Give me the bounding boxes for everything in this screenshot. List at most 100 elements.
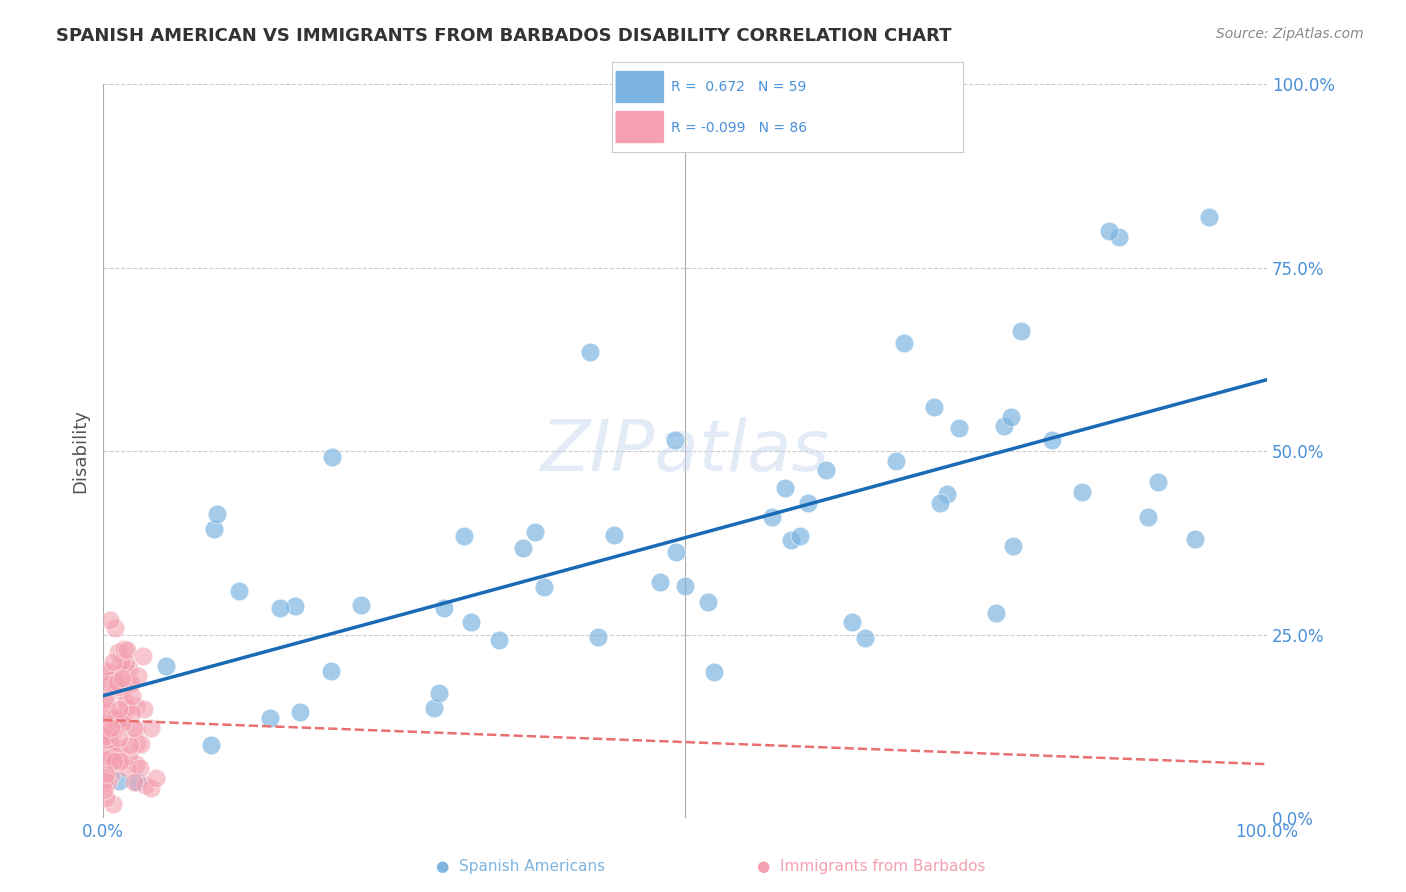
Point: [200, 738, 222, 752]
Point: [110, 754, 132, 768]
Text: SPANISH AMERICAN VS IMMIGRANTS FROM BARBADOS DISABILITY CORRELATION CHART: SPANISH AMERICAN VS IMMIGRANTS FROM BARB…: [56, 27, 952, 45]
Point: [101, 747, 124, 761]
Point: [103, 723, 125, 737]
Point: [94, 766, 117, 780]
Point: [97, 728, 120, 742]
Point: [100, 721, 122, 735]
Point: [122, 721, 145, 735]
Point: [96, 791, 118, 805]
Point: [984, 606, 1007, 620]
Point: [853, 631, 876, 645]
FancyBboxPatch shape: [616, 70, 665, 103]
Point: [100, 768, 122, 782]
Point: [935, 487, 957, 501]
Point: [922, 400, 945, 414]
Point: [108, 773, 131, 788]
Point: [269, 600, 291, 615]
Point: [321, 450, 343, 464]
Point: [697, 595, 720, 609]
Point: [433, 601, 456, 615]
Point: [1108, 229, 1130, 244]
Point: [121, 706, 143, 721]
Point: [110, 683, 132, 698]
Point: [523, 525, 546, 540]
Point: [125, 736, 148, 750]
Point: [115, 699, 138, 714]
Point: [1146, 475, 1168, 489]
Point: [120, 738, 142, 752]
Point: [1098, 224, 1121, 238]
Point: [125, 756, 148, 771]
Point: [111, 716, 134, 731]
Point: [115, 761, 138, 775]
Point: [648, 575, 671, 590]
Point: [1070, 485, 1092, 500]
Point: [205, 507, 228, 521]
Point: [284, 599, 307, 613]
Point: [127, 668, 149, 682]
Point: [773, 481, 796, 495]
Point: [107, 712, 129, 726]
Point: [586, 630, 609, 644]
Point: [460, 615, 482, 629]
Point: [111, 672, 134, 686]
Point: [98, 673, 121, 687]
Point: [1000, 410, 1022, 425]
Point: [118, 662, 141, 676]
Point: [105, 674, 128, 689]
Point: [128, 761, 150, 775]
Point: [533, 580, 555, 594]
Point: [122, 774, 145, 789]
Point: [1198, 210, 1220, 224]
Point: [97, 677, 120, 691]
Point: [93, 774, 115, 789]
Point: [886, 453, 908, 467]
Point: [288, 705, 311, 719]
Point: [118, 749, 141, 764]
Point: [1040, 434, 1063, 448]
Text: ●  Spanish Americans: ● Spanish Americans: [436, 859, 605, 874]
Point: [423, 701, 446, 715]
Point: [104, 671, 127, 685]
Point: [97, 703, 120, 717]
Point: [108, 680, 131, 694]
Point: [155, 659, 177, 673]
Point: [1010, 324, 1032, 338]
Point: [112, 642, 135, 657]
Point: [111, 714, 134, 729]
Point: [427, 686, 450, 700]
Text: Source: ZipAtlas.com: Source: ZipAtlas.com: [1216, 27, 1364, 41]
Point: [93, 751, 115, 765]
Point: [110, 656, 132, 670]
Point: [103, 752, 125, 766]
Point: [893, 336, 915, 351]
Point: [789, 529, 811, 543]
Point: [779, 533, 801, 547]
Point: [761, 510, 783, 524]
Text: R =  0.672   N = 59: R = 0.672 N = 59: [672, 80, 807, 95]
Point: [110, 754, 132, 768]
Point: [98, 739, 121, 754]
Point: [488, 633, 510, 648]
Point: [145, 771, 167, 785]
Point: [94, 690, 117, 705]
FancyBboxPatch shape: [616, 111, 665, 144]
Point: [111, 711, 134, 725]
Point: [114, 656, 136, 670]
Text: ●  Immigrants from Barbados: ● Immigrants from Barbados: [758, 859, 986, 874]
Point: [98, 731, 121, 746]
Point: [578, 345, 600, 359]
Point: [103, 754, 125, 768]
Point: [104, 675, 127, 690]
Point: [512, 541, 534, 555]
Text: ZIPatlas: ZIPatlas: [540, 417, 830, 486]
Point: [993, 419, 1015, 434]
Point: [1136, 509, 1159, 524]
Point: [673, 578, 696, 592]
Point: [93, 782, 115, 797]
Point: [453, 529, 475, 543]
Point: [94, 730, 117, 744]
Point: [948, 421, 970, 435]
Point: [115, 674, 138, 689]
Point: [131, 737, 153, 751]
